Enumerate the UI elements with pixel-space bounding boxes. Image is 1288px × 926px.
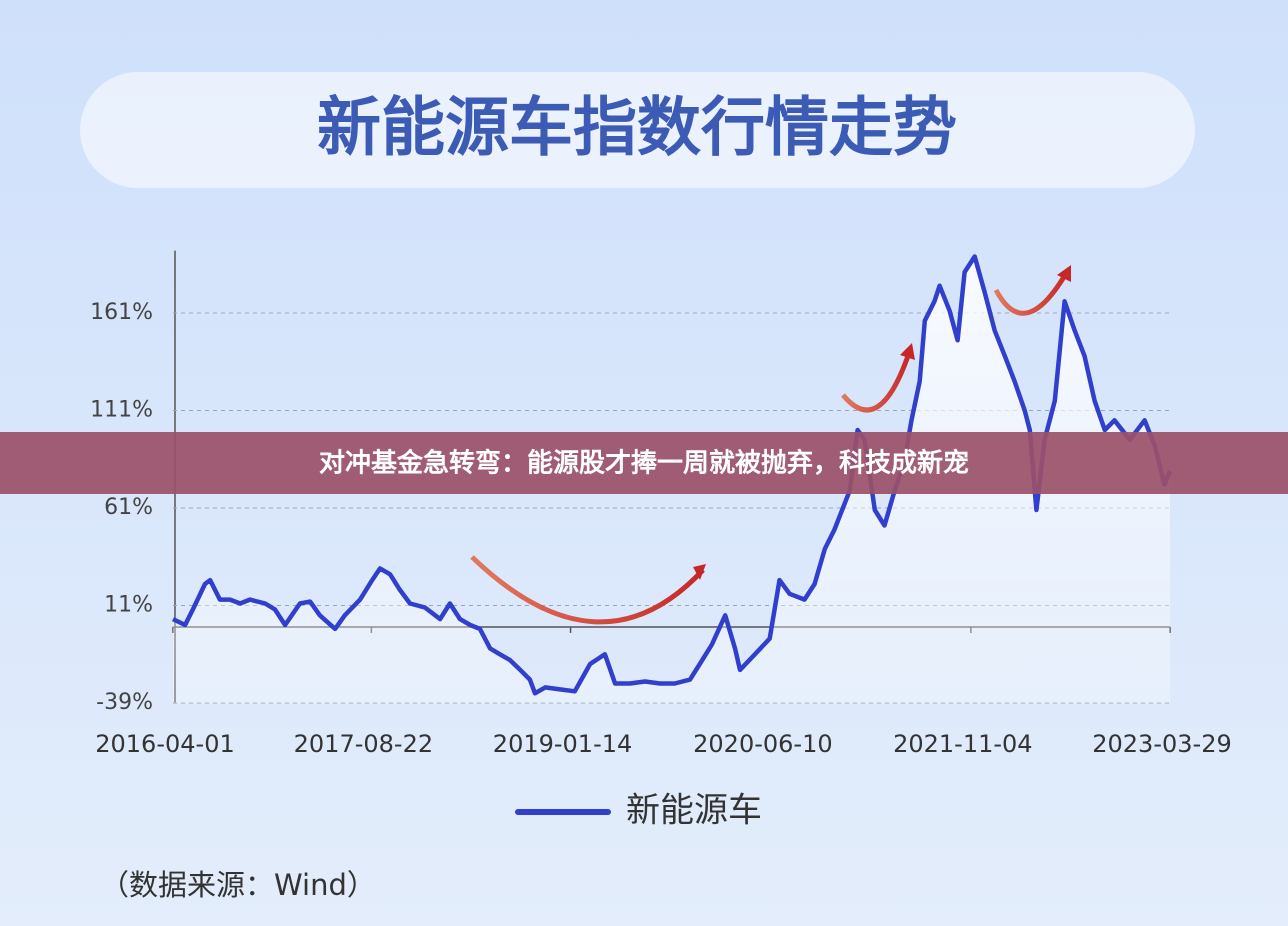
area-fill [173,256,1170,703]
source-note: （数据来源：Wind） [100,868,376,902]
x-tick-label: 2020-06-10 [693,730,832,758]
y-tick-label: -39% [96,690,153,715]
chart-title: 新能源车指数行情走势 [317,92,957,166]
line [172,254,1173,696]
y-tick-label: 11% [104,593,153,618]
arrow-head [900,343,915,360]
legend-label: 新能源车 [626,791,762,831]
y-tick-label: 111% [90,398,153,423]
overlay-title: 对冲基金急转弯：能源股才捧一周就被抛弃，科技成新宠 [319,448,969,479]
x-tick-label: 2021-11-04 [893,730,1032,758]
overlay-banner [0,432,1288,494]
x-tick-label: 2023-03-29 [1092,730,1231,758]
x-tick-label: 2017-08-22 [294,730,433,758]
x-tick-label: 2016-04-01 [95,730,234,758]
arrow-head [1057,265,1071,282]
title-box [80,72,1195,188]
arrow [470,555,705,625]
y-tick-label: 61% [104,495,153,520]
y-tick-label: 161% [90,300,153,325]
arrow [841,349,913,413]
x-tick-label: 2019-01-14 [493,730,632,758]
arrow [993,268,1071,316]
arrow-head [693,564,706,580]
